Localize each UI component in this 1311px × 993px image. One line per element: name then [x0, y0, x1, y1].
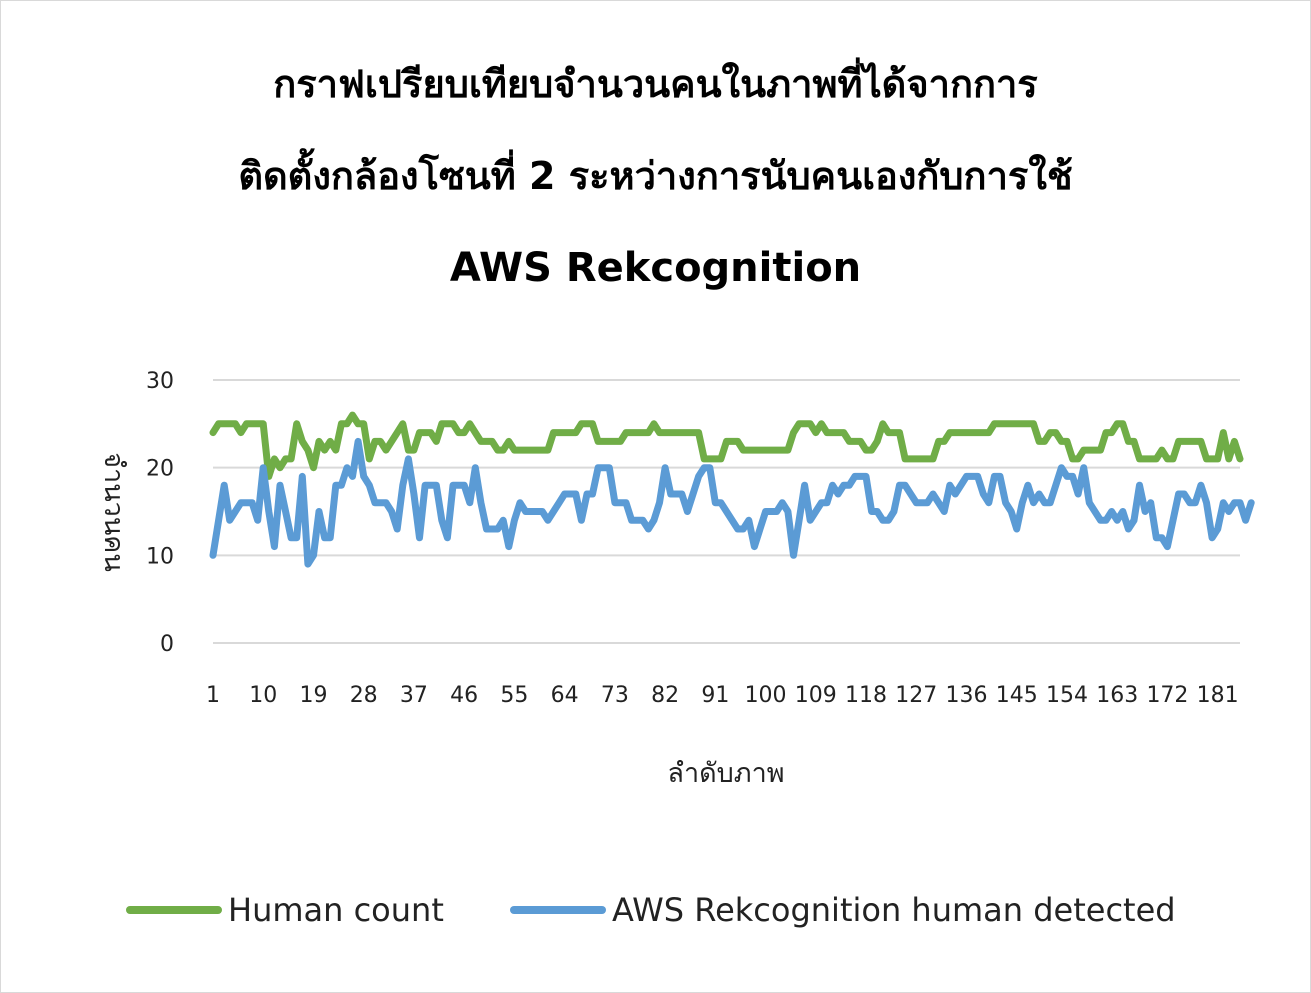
x-tick-label: 127 [895, 683, 937, 708]
x-tick-label: 181 [1197, 683, 1239, 708]
chart-title-line-3: AWS Rekcognition [449, 245, 862, 291]
x-tick-label: 64 [551, 683, 579, 708]
series-line-aws-detected [209, 437, 1255, 568]
y-tick-label: 0 [160, 632, 174, 657]
x-tick-label: 136 [946, 683, 988, 708]
series-lines [209, 411, 1255, 568]
y-tick-label: 30 [146, 369, 174, 394]
x-tick-label: 37 [400, 683, 428, 708]
series-line-human-count [209, 411, 1244, 480]
chart-title: กราฟเปรียบเทียบจำนวนคนในภาพที่ได้จากการ … [60, 44, 1251, 320]
y-tick-label: 10 [146, 544, 174, 569]
x-tick-label: 28 [350, 683, 378, 708]
x-tick-label: 19 [299, 683, 327, 708]
legend-item-human-count: Human count [126, 885, 444, 935]
y-axis-ticks: 0 10 20 30 [146, 369, 174, 657]
x-tick-label: 1 [206, 683, 220, 708]
x-tick-label: 145 [996, 683, 1038, 708]
gridlines [213, 379, 1240, 644]
x-axis-ticks: 1 10 19 28 37 46 55 64 73 82 91 100 109 118 127 136 145 1… [206, 683, 1239, 708]
chart-title-line-1: กราฟเปรียบเทียบจำนวนคนในภาพที่ได้จากการ [273, 62, 1038, 106]
x-tick-label: 91 [701, 683, 729, 708]
legend-label-human-count: Human count [228, 891, 444, 929]
x-tick-label: 163 [1096, 683, 1138, 708]
x-tick-label: 73 [601, 683, 629, 708]
x-tick-label: 154 [1046, 683, 1088, 708]
legend: Human count AWS Rekcognition human detec… [0, 885, 1311, 935]
legend-label-aws-detected: AWS Rekcognition human detected [612, 891, 1176, 929]
x-tick-label: 82 [651, 683, 679, 708]
legend-swatch-aws-detected [510, 906, 606, 914]
x-tick-label: 109 [795, 683, 837, 708]
legend-item-aws-detected: AWS Rekcognition human detected [510, 885, 1176, 935]
x-tick-label: 55 [500, 683, 528, 708]
x-tick-label: 100 [745, 683, 787, 708]
y-tick-label: 20 [146, 457, 174, 482]
x-tick-label: 10 [249, 683, 277, 708]
chart-title-line-2: ติดตั้งกล้องโซนที่ 2 ระหว่างการนับคนเองก… [238, 154, 1073, 198]
x-axis-label: ลำดับภาพ [667, 758, 784, 789]
x-tick-label: 172 [1146, 683, 1188, 708]
x-tick-label: 118 [845, 683, 887, 708]
legend-swatch-human-count [126, 906, 222, 914]
y-axis-label: จำนวนคน [98, 452, 129, 572]
x-tick-label: 46 [450, 683, 478, 708]
